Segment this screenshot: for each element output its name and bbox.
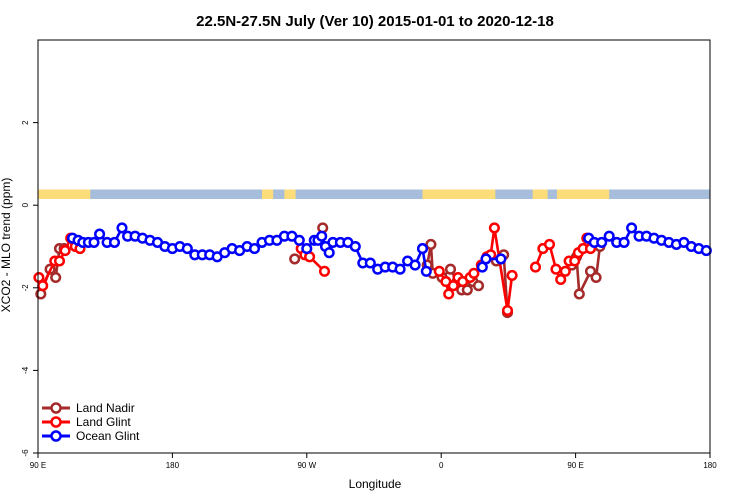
x-tick-label-4: 90 E: [567, 461, 583, 470]
series-layer: [33, 222, 712, 319]
point-ocean-glint-72: [700, 245, 712, 257]
point-land-glint-23: [488, 222, 500, 234]
land-segment-0: [38, 189, 91, 200]
y-tick-label-4: 2: [21, 120, 30, 125]
point-ocean-glint-44: [364, 257, 376, 269]
point-ocean-glint-62: [626, 222, 638, 234]
chart-title: 22.5N-27.5N July (Ver 10) 2015-01-01 to …: [196, 13, 554, 30]
point-ocean-glint-17: [181, 243, 193, 255]
y-axis: -6 -4 -2 0 2: [21, 120, 38, 457]
point-ocean-glint-52: [420, 265, 432, 277]
land-segment-4: [532, 189, 548, 200]
point-land-nadir-16: [472, 280, 485, 292]
x-axis-label: Longitude: [349, 477, 402, 491]
point-ocean-glint-36: [316, 230, 328, 242]
point-land-glint-31: [559, 265, 571, 277]
point-ocean-glint-38: [323, 247, 335, 259]
point-ocean-glint-33: [301, 243, 313, 255]
point-land-glint-4: [59, 245, 71, 257]
x-tick-label-2: 90 W: [297, 461, 316, 470]
point-land-glint-29: [550, 263, 562, 275]
point-land-glint-26: [529, 261, 542, 273]
point-ocean-glint-58: [596, 236, 608, 248]
point-ocean-glint-4: [88, 236, 100, 248]
point-land-nadir-5: [289, 253, 301, 265]
legend-entry-land-nadir: Land Nadir: [42, 401, 135, 415]
point-land-glint-19: [468, 267, 480, 279]
y-tick-label-0: -6: [21, 449, 30, 457]
land-segment-3: [422, 189, 496, 200]
plot-frame: [37, 39, 711, 454]
legend-entry-ocean-glint: Ocean Glint: [42, 429, 140, 443]
y-axis-label: XCO2 - MLO trend (ppm): [0, 178, 13, 313]
legend-label-land-nadir: Land Nadir: [76, 401, 135, 415]
point-ocean-glint-51: [416, 243, 429, 255]
point-land-nadir-2: [50, 271, 62, 284]
ocean-band: [38, 189, 710, 200]
point-land-nadir-24: [590, 271, 602, 284]
series-ocean-glint: [66, 222, 712, 277]
point-ocean-glint-42: [349, 240, 361, 253]
x-tick-label-0: 90 E: [30, 461, 46, 470]
point-ocean-glint-61: [618, 236, 630, 248]
y-tick-label-2: -2: [21, 284, 30, 292]
land-segment-5: [556, 189, 610, 200]
point-ocean-glint-48: [394, 263, 406, 275]
legend-marker-land-nadir: [50, 402, 62, 414]
legend-label-ocean-glint: Ocean Glint: [76, 429, 140, 443]
x-tick-label-3: 0: [439, 461, 444, 470]
point-land-glint-25: [506, 269, 518, 281]
legend-label-land-glint: Land Glint: [76, 415, 131, 429]
point-land-nadir-8: [425, 238, 437, 250]
point-land-glint-24: [501, 304, 514, 317]
point-land-glint-15: [447, 280, 459, 292]
point-land-nadir-11: [444, 263, 457, 275]
point-ocean-glint-50: [409, 259, 421, 271]
point-land-glint-12: [433, 265, 445, 277]
legend-marker-land-glint: [50, 416, 62, 428]
point-ocean-glint-26: [248, 243, 261, 255]
y-tick-label-3: 0: [21, 202, 30, 207]
point-land-glint-30: [555, 273, 567, 286]
point-land-glint-14: [443, 288, 455, 300]
point-ocean-glint-5: [94, 228, 106, 240]
point-land-glint-3: [53, 255, 66, 267]
legend: Land Nadir Land Glint Ocean Glint: [42, 401, 140, 443]
point-land-nadir-22: [573, 288, 585, 300]
point-ocean-glint-7: [108, 236, 121, 248]
point-land-glint-11: [318, 265, 331, 277]
point-land-glint-28: [543, 238, 556, 250]
land-mask-band: [38, 189, 710, 200]
point-ocean-glint-59: [603, 230, 615, 242]
x-axis: 90 E 180 90 W 0 90 E 180: [30, 453, 717, 470]
legend-entry-land-glint: Land Glint: [42, 415, 131, 429]
land-segment-2: [284, 189, 296, 200]
x-tick-label-1: 180: [166, 461, 180, 470]
point-land-glint-1: [37, 280, 49, 292]
point-ocean-glint-54: [480, 253, 492, 265]
point-land-nadir-14: [461, 284, 473, 296]
x-tick-label-5: 180: [703, 461, 717, 470]
point-ocean-glint-32: [293, 234, 305, 246]
point-ocean-glint-55: [495, 253, 507, 265]
y-tick-label-1: -4: [21, 366, 30, 374]
point-ocean-glint-8: [116, 222, 128, 234]
legend-marker-ocean-glint: [50, 430, 62, 442]
land-segment-1: [262, 189, 274, 200]
